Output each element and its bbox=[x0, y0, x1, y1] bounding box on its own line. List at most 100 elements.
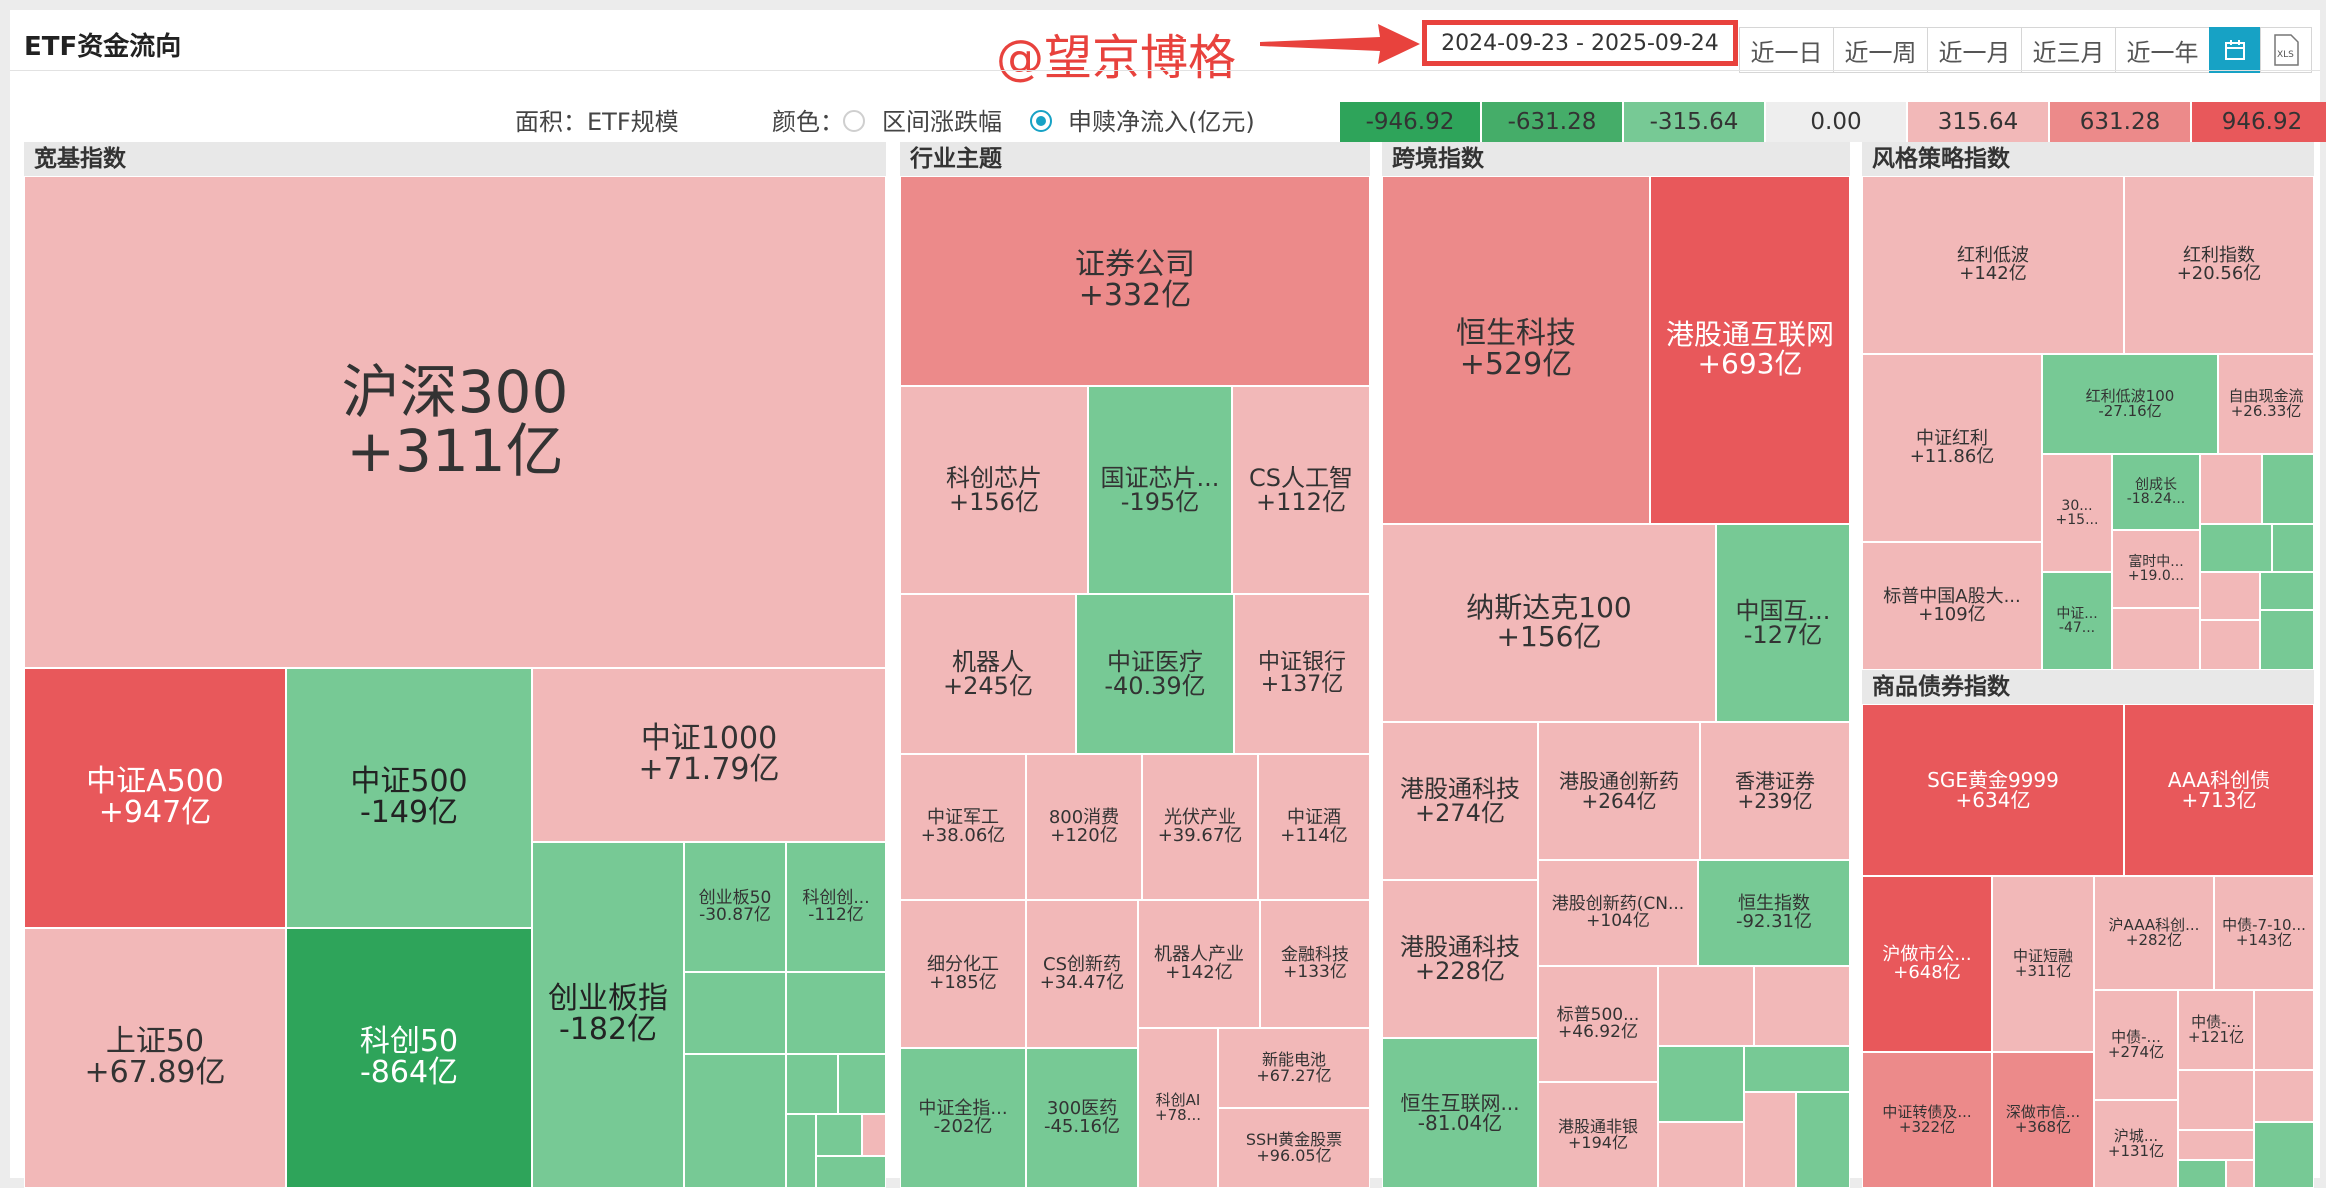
tile-unlabeled[interactable] bbox=[2178, 1070, 2254, 1130]
tile-unlabeled[interactable] bbox=[786, 972, 886, 1054]
tile-unlabeled[interactable] bbox=[2178, 1160, 2226, 1188]
date-range-input[interactable]: 2024-09-23 - 2025-09-24 bbox=[1422, 20, 1738, 66]
tile-unlabeled[interactable] bbox=[816, 1156, 886, 1188]
tile-unlabeled[interactable] bbox=[2272, 524, 2314, 572]
tile-sh-mm[interactable]: 沪做市公... +648亿 bbox=[1862, 876, 1992, 1052]
tile-unlabeled[interactable] bbox=[2200, 524, 2272, 572]
tile-cb-a[interactable]: 中债-... +274亿 bbox=[2094, 990, 2178, 1100]
tile-fintech[interactable]: 金融科技 +133亿 bbox=[1260, 900, 1370, 1028]
tile-kc-ai[interactable]: 科创AI +78... bbox=[1138, 1028, 1218, 1188]
tile-sge-gold[interactable]: SGE黄金9999 +634亿 bbox=[1862, 704, 2124, 876]
tile-zz-short[interactable]: 中证短融 +311亿 bbox=[1992, 876, 2094, 1052]
tile-unlabeled[interactable] bbox=[1744, 1092, 1796, 1188]
tile-unlabeled[interactable] bbox=[2254, 1122, 2314, 1188]
tile-unlabeled[interactable] bbox=[1658, 966, 1754, 1046]
tile-unlabeled[interactable] bbox=[2260, 572, 2314, 610]
tile-zz500[interactable]: 中证500 -149亿 bbox=[286, 668, 532, 928]
tile-hk-tech1[interactable]: 港股通科技 +274亿 bbox=[1382, 722, 1538, 880]
tile-unlabeled[interactable] bbox=[838, 1054, 886, 1114]
tile-unlabeled[interactable] bbox=[2200, 572, 2260, 620]
tile-hk-tech2[interactable]: 港股通科技 +228亿 bbox=[1382, 880, 1538, 1038]
tile-unlabeled[interactable] bbox=[2226, 1160, 2254, 1188]
tile-hs300[interactable]: 沪深300 +311亿 bbox=[24, 176, 886, 668]
tile-innov-drug[interactable]: CS创新药 +34.47亿 bbox=[1026, 900, 1138, 1048]
tile-unlabeled[interactable] bbox=[786, 1054, 838, 1114]
tile-kc-chip[interactable]: 科创芯片 +156亿 bbox=[900, 386, 1088, 594]
tile-unlabeled[interactable] bbox=[2262, 454, 2314, 524]
tab-3-months[interactable]: 近三月 bbox=[2021, 27, 2116, 73]
tile-unlabeled[interactable] bbox=[2112, 608, 2200, 670]
tile-securities[interactable]: 证券公司 +332亿 bbox=[900, 176, 1370, 386]
tile-unlabeled[interactable] bbox=[1754, 966, 1850, 1046]
tab-1-day[interactable]: 近一日 bbox=[1739, 27, 1834, 73]
tile-liquor[interactable]: 中证酒 +114亿 bbox=[1258, 754, 1370, 900]
tile-unlabeled[interactable] bbox=[2178, 1130, 2254, 1160]
tile-zz-div[interactable]: 中证红利 +11.86亿 bbox=[1862, 354, 2042, 542]
tile-chem[interactable]: 细分化工 +185亿 bbox=[900, 900, 1026, 1048]
tile-consumer[interactable]: 800消费 +120亿 bbox=[1026, 754, 1142, 900]
tile-cyb[interactable]: 创业板指 -182亿 bbox=[532, 842, 684, 1188]
tile-sz50[interactable]: 上证50 +67.89亿 bbox=[24, 928, 286, 1188]
tab-1-month[interactable]: 近一月 bbox=[1927, 27, 2022, 73]
tile-robot[interactable]: 机器人 +245亿 bbox=[900, 594, 1076, 754]
tile-hsi[interactable]: 恒生指数 -92.31亿 bbox=[1698, 860, 1850, 966]
tile-china-int[interactable]: 中国互... -127亿 bbox=[1716, 524, 1850, 722]
tile-div-lowvol[interactable]: 红利低波 +142亿 bbox=[1862, 176, 2124, 354]
tile-unlabeled[interactable] bbox=[2254, 1070, 2314, 1122]
tile-hk-sec[interactable]: 香港证券 +239亿 bbox=[1700, 722, 1850, 860]
tile-unlabeled[interactable] bbox=[2260, 610, 2314, 670]
radio-range-change[interactable] bbox=[843, 110, 865, 132]
tile-zz-convert[interactable]: 中证转债及... +322亿 bbox=[1862, 1052, 1992, 1188]
tile-bank[interactable]: 中证银行 +137亿 bbox=[1234, 594, 1370, 754]
tile-hk-innov-cn[interactable]: 港股创新药(CN... +104亿 bbox=[1538, 860, 1698, 966]
tile-zz-all[interactable]: 中证全指... -202亿 bbox=[900, 1048, 1026, 1188]
tile-cb-b[interactable]: 中债-... +121亿 bbox=[2178, 990, 2254, 1070]
tile-sp-china-a[interactable]: 标普中国A股大... +109亿 bbox=[1862, 542, 2042, 670]
radio-net-inflow-label[interactable]: 申赎净流入(亿元) bbox=[1068, 108, 1255, 136]
tab-1-week[interactable]: 近一周 bbox=[1833, 27, 1928, 73]
tile-hs-internet[interactable]: 恒生互联网... -81.04亿 bbox=[1382, 1038, 1538, 1188]
tile-unlabeled[interactable] bbox=[1796, 1092, 1850, 1188]
tile-unlabeled[interactable] bbox=[684, 1054, 786, 1188]
calendar-button[interactable] bbox=[2209, 27, 2261, 73]
radio-range-change-label[interactable]: 区间涨跌幅 bbox=[882, 108, 1002, 136]
tile-sp500[interactable]: 标普500... +46.92亿 bbox=[1538, 966, 1658, 1082]
tile-hk-internet[interactable]: 港股通互联网 +693亿 bbox=[1650, 176, 1850, 524]
tile-growth[interactable]: 创成长 -18.24... bbox=[2112, 454, 2200, 530]
tile-hstech[interactable]: 恒生科技 +529亿 bbox=[1382, 176, 1650, 524]
tile-zz-other[interactable]: 中证... -47... bbox=[2042, 572, 2112, 670]
tile-nasdaq[interactable]: 纳斯达克100 +156亿 bbox=[1382, 524, 1716, 722]
tile-free-cash[interactable]: 自由现金流 +26.33亿 bbox=[2218, 354, 2314, 454]
tile-hk-nonbank[interactable]: 港股通非银 +194亿 bbox=[1538, 1082, 1658, 1188]
tile-sh-aaa[interactable]: 沪AAA科创... +282亿 bbox=[2094, 876, 2214, 990]
tile-robot-ind[interactable]: 机器人产业 +142亿 bbox=[1138, 900, 1260, 1028]
tile-unlabeled[interactable] bbox=[1744, 1046, 1850, 1092]
tile-sz-mm-credit[interactable]: 深做市信... +368亿 bbox=[1992, 1052, 2094, 1188]
tile-solar[interactable]: 光伏产业 +39.67亿 bbox=[1142, 754, 1258, 900]
tile-unlabeled[interactable] bbox=[862, 1114, 886, 1156]
tile-military[interactable]: 中证军工 +38.06亿 bbox=[900, 754, 1026, 900]
tile-unlabeled[interactable] bbox=[2200, 454, 2262, 524]
tile-medical[interactable]: 中证医疗 -40.39亿 bbox=[1076, 594, 1234, 754]
tile-unlabeled[interactable] bbox=[2254, 990, 2314, 1070]
tile-a500[interactable]: 中证A500 +947亿 bbox=[24, 668, 286, 928]
tile-unlabeled[interactable] bbox=[1658, 1122, 1744, 1188]
tile-30[interactable]: 30... +15... bbox=[2042, 454, 2112, 572]
tile-gold-stock[interactable]: SSH黄金股票 +96.05亿 bbox=[1218, 1108, 1370, 1188]
radio-net-inflow[interactable] bbox=[1030, 110, 1052, 132]
tile-cs-ai[interactable]: CS人工智 +112亿 bbox=[1232, 386, 1370, 594]
tile-unlabeled[interactable] bbox=[2200, 620, 2260, 670]
tile-unlabeled[interactable] bbox=[684, 972, 786, 1054]
tile-unlabeled[interactable] bbox=[816, 1114, 862, 1156]
tile-300pharma[interactable]: 300医药 -45.16亿 bbox=[1026, 1048, 1138, 1188]
tile-gz-chip[interactable]: 国证芯片... -195亿 bbox=[1088, 386, 1232, 594]
tile-cb-7-10[interactable]: 中债-7-10... +143亿 bbox=[2214, 876, 2314, 990]
export-xls-button[interactable]: XLS bbox=[2260, 27, 2312, 73]
tile-unlabeled[interactable] bbox=[786, 1114, 816, 1188]
tile-ftse[interactable]: 富时中... +19.0... bbox=[2112, 530, 2200, 608]
tile-kc50[interactable]: 科创50 -864亿 bbox=[286, 928, 532, 1188]
tile-unlabeled[interactable] bbox=[1658, 1046, 1744, 1122]
tile-cyb50[interactable]: 创业板50 -30.87亿 bbox=[684, 842, 786, 972]
tab-1-year[interactable]: 近一年 bbox=[2115, 27, 2210, 73]
tile-sh-city[interactable]: 沪城... +131亿 bbox=[2094, 1100, 2178, 1188]
